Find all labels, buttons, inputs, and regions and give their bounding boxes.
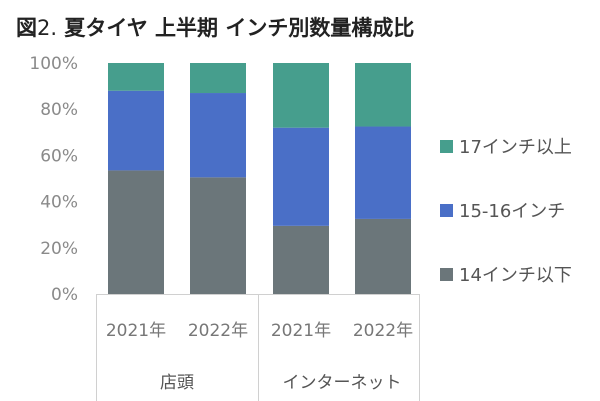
bar-segment-2-3	[273, 127, 329, 226]
x-category-label: 2022年	[353, 321, 413, 341]
y-tick-label: 0%	[51, 285, 78, 305]
axes	[96, 294, 420, 401]
title-prefix: 図	[16, 16, 37, 40]
x-category-label: 2021年	[106, 321, 166, 341]
y-axis-ticks: 0% 20% 40% 60% 80% 100%	[29, 54, 78, 305]
legend-label: 15-16インチ	[459, 201, 565, 222]
title-number: 2.	[37, 16, 58, 40]
y-tick-label: 40%	[40, 193, 78, 213]
bar-segment-2-4	[355, 126, 411, 219]
bar-segment-2-2	[190, 93, 246, 178]
bar-segment-1-1	[108, 170, 164, 294]
bar-segment-3-1	[108, 63, 164, 91]
bar-segment-3-3	[273, 63, 329, 128]
y-tick-label: 100%	[29, 54, 78, 74]
x-group-label: インターネット	[283, 373, 402, 393]
legend-swatch	[440, 204, 453, 217]
legend-label: 14インチ以下	[459, 265, 572, 286]
bar-segment-3-2	[190, 63, 246, 94]
legend-swatch	[440, 140, 453, 153]
title-text: 夏タイヤ 上半期 インチ別数量構成比	[64, 16, 415, 40]
bar-segment-2-1	[108, 90, 164, 171]
bar-segment-1-4	[355, 218, 411, 294]
legend-label: 17インチ以上	[459, 137, 572, 158]
x-group-label: 店頭	[160, 373, 194, 393]
legend-swatch	[440, 268, 453, 281]
bars	[108, 63, 411, 294]
x-category-label: 2022年	[188, 321, 248, 341]
chart-title: 図2. 夏タイヤ 上半期 インチ別数量構成比	[16, 12, 414, 42]
x-category-label: 2021年	[271, 321, 331, 341]
bar-segment-3-4	[355, 63, 411, 127]
y-tick-label: 60%	[40, 146, 78, 166]
y-tick-label: 80%	[40, 100, 78, 120]
y-tick-label: 20%	[40, 239, 78, 259]
legend: 17インチ以上 15-16インチ 14インチ以下	[440, 137, 572, 286]
bar-segment-1-3	[273, 225, 329, 294]
bar-segment-1-2	[190, 177, 246, 294]
